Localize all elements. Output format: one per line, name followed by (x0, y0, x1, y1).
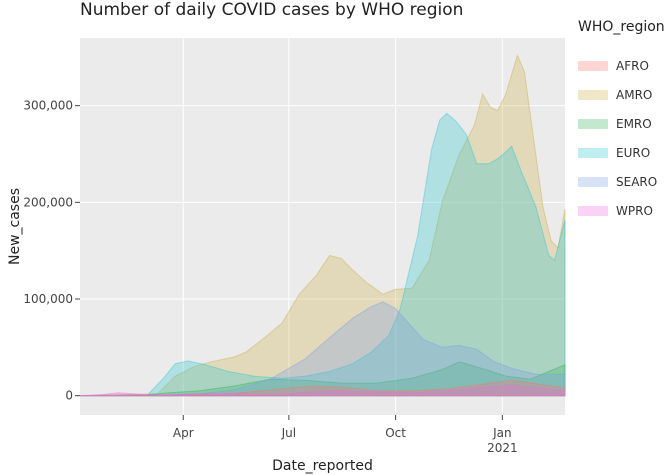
series-area-emro (79, 361, 566, 397)
x-tick-label: Jan (492, 426, 512, 440)
y-tick-label: 0 (65, 389, 73, 403)
x-tick-sublabel: 2021 (487, 441, 518, 455)
x-axis-title: Date_reported (272, 458, 373, 474)
series-areas (79, 53, 566, 397)
legend-item-emro[interactable]: EMRO (578, 115, 652, 133)
legend-label: EURO (616, 146, 651, 160)
legend-swatch (578, 119, 608, 129)
series-area-euro (79, 112, 566, 397)
legend-label: SEARO (616, 175, 658, 189)
y-tick-label: 200,000 (23, 195, 73, 209)
chart-title: Number of daily COVID cases by WHO regio… (80, 0, 464, 20)
legend-label: EMRO (616, 117, 652, 131)
legend-title: WHO_region (578, 19, 665, 35)
legend-swatch (578, 177, 608, 187)
legend-swatch (578, 206, 608, 216)
plot-background (80, 38, 565, 415)
legend-item-afro[interactable]: AFRO (578, 57, 649, 75)
legend-swatch (578, 90, 608, 100)
legend-label: WPRO (616, 204, 653, 218)
legend-item-euro[interactable]: EURO (578, 144, 650, 162)
grid-lines (80, 38, 565, 415)
legend-label: AMRO (616, 88, 653, 102)
y-tick-label: 100,000 (23, 292, 73, 306)
legend-item-amro[interactable]: AMRO (578, 86, 652, 104)
legend-item-wpro[interactable]: WPRO (578, 202, 653, 220)
series-area-amro (79, 53, 566, 397)
legend-item-searo[interactable]: SEARO (578, 173, 657, 191)
series-area-afro (79, 379, 566, 397)
x-tick-label: Apr (173, 426, 194, 440)
legend-label: AFRO (616, 59, 649, 73)
legend-swatch (578, 148, 608, 158)
y-tick-label: 300,000 (23, 99, 73, 113)
x-tick-label: Oct (385, 426, 406, 440)
series-area-wpro (79, 384, 566, 397)
x-tick-label: Jul (281, 426, 296, 440)
series-area-searo (79, 301, 566, 397)
legend: WHO_region AFRO AMRO EMRO EURO SEARO WPRO (578, 19, 665, 218)
legend-swatch (578, 61, 608, 71)
y-axis-title: New_cases (7, 188, 23, 265)
